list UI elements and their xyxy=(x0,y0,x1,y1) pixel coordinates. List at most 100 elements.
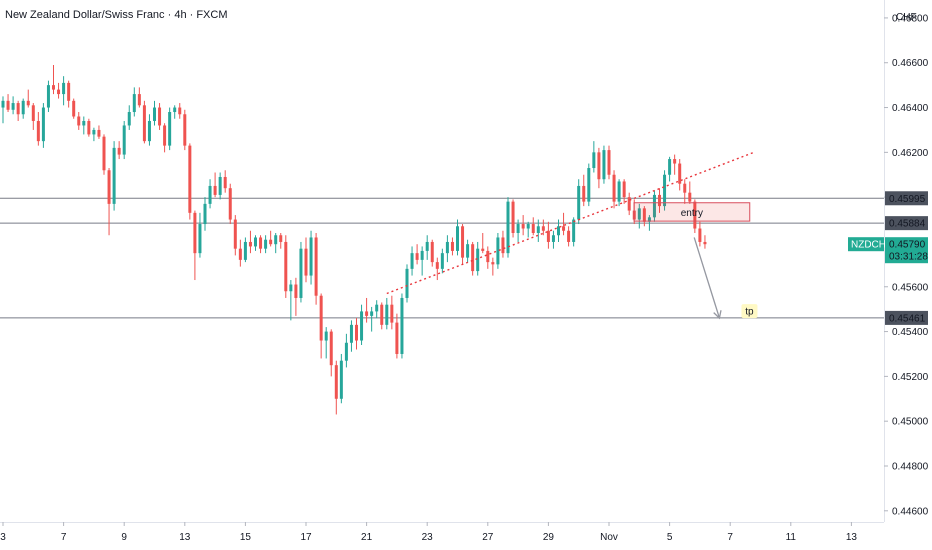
candle-body xyxy=(370,311,374,316)
candle-body xyxy=(1,100,5,108)
candle xyxy=(637,203,641,229)
time-tick-label: 27 xyxy=(482,532,494,543)
candle xyxy=(67,80,71,108)
candle-body xyxy=(102,136,106,171)
candle xyxy=(698,221,702,247)
candle xyxy=(163,123,167,153)
candle xyxy=(526,221,530,238)
tp-label-bg xyxy=(741,304,758,319)
candle-body xyxy=(289,284,293,292)
candle-body xyxy=(279,235,283,242)
candle-body xyxy=(21,100,25,115)
candle-body xyxy=(607,150,611,175)
candle xyxy=(223,170,227,193)
time-tick-label: 3 xyxy=(0,532,6,543)
candle-body xyxy=(334,365,338,399)
candle-body xyxy=(380,304,384,325)
candle xyxy=(137,87,141,108)
candle-body xyxy=(41,107,45,142)
candle-body xyxy=(511,201,515,233)
candle-body xyxy=(420,250,424,260)
candle xyxy=(658,188,661,213)
candle-body xyxy=(6,100,10,110)
candle-body xyxy=(349,324,353,343)
chart-title: New Zealand Dollar/Swiss Franc · 4h · FX… xyxy=(5,9,228,21)
candle-body xyxy=(31,105,35,121)
candle-body xyxy=(183,114,187,146)
candle xyxy=(450,237,454,256)
candle xyxy=(193,210,197,281)
candle xyxy=(274,232,278,254)
candle xyxy=(26,89,30,108)
time-tick-label: 23 xyxy=(422,532,434,543)
level-price-badge xyxy=(885,191,928,206)
candle-body xyxy=(259,237,263,249)
candle-body xyxy=(248,241,252,247)
tp-label: tp xyxy=(745,307,754,318)
candle-body xyxy=(178,107,182,115)
candle-body xyxy=(87,120,91,135)
candle xyxy=(117,141,121,160)
candle xyxy=(127,105,131,130)
candle xyxy=(617,179,621,207)
candle xyxy=(344,333,348,368)
candle-body xyxy=(314,237,318,296)
candle xyxy=(506,197,510,258)
candle xyxy=(233,215,237,256)
candle xyxy=(153,100,156,126)
time-tick-label: 15 xyxy=(240,532,252,543)
candle xyxy=(264,235,268,254)
time-tick-label: Nov xyxy=(600,532,618,543)
current-price: 0.45790 xyxy=(889,240,926,251)
candle xyxy=(178,103,182,119)
price-tick-label: 0.46400 xyxy=(892,103,929,114)
candle-body xyxy=(637,208,641,220)
candle-body xyxy=(127,112,131,126)
candle xyxy=(572,217,576,247)
candle-body xyxy=(385,304,389,325)
candle-body xyxy=(142,105,146,142)
candle xyxy=(213,172,217,198)
candle xyxy=(693,199,697,233)
candle-body xyxy=(557,226,560,236)
candle xyxy=(456,219,459,256)
candle-body xyxy=(481,248,485,251)
candle xyxy=(269,230,273,247)
candle xyxy=(531,217,535,236)
candle xyxy=(435,257,439,281)
candle-body xyxy=(375,304,379,312)
currency-label: CHF xyxy=(896,12,917,23)
candle xyxy=(87,118,91,137)
candle xyxy=(511,199,515,238)
candle-body xyxy=(117,147,121,155)
candle xyxy=(11,96,15,115)
candle-body xyxy=(223,176,227,189)
candle xyxy=(188,143,192,220)
candle-body xyxy=(319,295,323,341)
candle xyxy=(683,179,687,204)
candle xyxy=(243,237,247,263)
candle xyxy=(663,170,667,211)
candle-body xyxy=(456,226,459,251)
candle xyxy=(355,318,358,350)
candle xyxy=(284,235,288,298)
candle xyxy=(279,232,283,249)
level-price-label: 0.45995 xyxy=(889,194,926,205)
candle xyxy=(102,134,106,175)
candle xyxy=(647,215,651,231)
candle xyxy=(365,297,369,323)
candle xyxy=(673,154,677,175)
candle-body xyxy=(501,237,505,254)
candle-body xyxy=(360,311,364,341)
candle xyxy=(551,230,555,249)
drawings: entry tp 0.45995 0.45884 0.45461 xyxy=(386,151,928,325)
candle-body xyxy=(218,176,222,195)
candle xyxy=(405,264,409,303)
price-tick-label: 0.44600 xyxy=(892,506,929,517)
candle xyxy=(370,306,374,332)
candle-body xyxy=(122,125,126,155)
candle xyxy=(31,103,35,130)
candle xyxy=(592,141,596,173)
candle xyxy=(238,239,242,267)
